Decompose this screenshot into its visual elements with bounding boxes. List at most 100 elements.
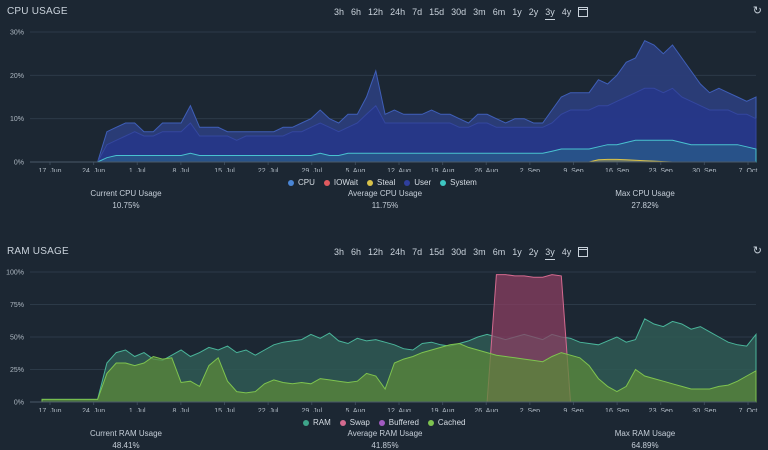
cpu-range-12h[interactable]: 12h [368,7,384,17]
legend-dot-cached [427,419,434,426]
ram-range-12h[interactable]: 12h [368,247,384,257]
cpu-y-tick-label: 10% [10,116,24,123]
cpu-range-3y[interactable]: 3y [545,6,555,20]
ram-x-tick-label: 16. Sep [605,408,629,412]
cpu-x-tick-label: 22. Jul [258,168,279,172]
cpu-x-tick-label: 2. Sep [520,168,540,172]
legend-item-user[interactable]: User [404,178,431,187]
cpu-range-selector: 3h 6h 12h 24h 7d 15d 30d 3m 6m 1y 2y 3y … [334,6,589,20]
cpu-stat-average: Average CPU Usage 11.75% [325,189,445,210]
ram-stat-average: Average RAM Usage 41.85% [325,429,445,450]
ram-x-tick-label: 15. Jul [214,408,235,412]
cpu-x-tick-label: 17. Jun [39,168,62,172]
legend-item-steal[interactable]: Steal [367,178,395,187]
ram-stat-max-label: Max RAM Usage [614,429,676,438]
cpu-x-tick-label: 29. Jul [301,168,322,172]
ram-legend: RAM Swap Buffered Cached [303,418,474,427]
cpu-stat-current-label: Current CPU Usage [90,189,162,198]
cpu-x-tick-label: 9. Sep [563,168,583,172]
ram-chart: 0% 25% 50% 75% 100% 17. Jun 24. Jun 1. Jul 8. Ju… [6,270,758,413]
cpu-y-tick-label: 0% [14,160,24,167]
ram-range-30d[interactable]: 30d [451,247,467,257]
refresh-icon[interactable]: ↻ [752,245,762,257]
cpu-range-2y[interactable]: 2y [528,7,539,17]
cpu-range-6m[interactable]: 6m [492,7,506,17]
legend-label-cached: Cached [437,418,466,427]
cpu-y-tick-label: 20% [10,73,24,80]
calendar-icon[interactable] [578,247,589,257]
cpu-range-30d[interactable]: 30d [451,7,467,17]
ram-range-3m[interactable]: 3m [473,247,486,257]
cpu-stat-max: Max CPU Usage 27.82% [585,189,705,210]
cpu-x-tick-label: 12. Aug [387,168,411,172]
ram-range-15d[interactable]: 15d [429,247,445,257]
ram-range-1y[interactable]: 1y [512,247,522,257]
legend-dot-buffered [378,419,385,426]
ram-range-7d[interactable]: 7d [412,247,423,257]
legend-item-swap[interactable]: Swap [339,418,370,427]
ram-stat-max: Max RAM Usage 64.89% [585,429,705,450]
legend-dot-system [440,179,447,186]
legend-item-cpu[interactable]: CPU [288,178,315,187]
ram-x-tick-label: 24. Jun [82,408,105,412]
legend-dot-iowait [323,179,330,186]
legend-item-buffered[interactable]: Buffered [378,418,419,427]
cpu-panel-title: CPU USAGE [7,6,68,17]
cpu-range-3h[interactable]: 3h [334,7,345,17]
calendar-icon[interactable] [578,7,589,17]
cpu-range-7d[interactable]: 7d [412,7,423,17]
ram-stat-current: Current RAM Usage 48.41% [66,429,186,450]
ram-x-tick-label: 2. Sep [520,408,540,412]
ram-x-tick-label: 26. Aug [474,408,498,412]
cpu-range-4y[interactable]: 4y [561,7,572,17]
ram-y-tick-label: 0% [14,400,24,407]
legend-dot-steal [367,179,374,186]
legend-item-cached[interactable]: Cached [427,418,466,427]
cpu-range-3m[interactable]: 3m [473,7,486,17]
legend-item-iowait[interactable]: IOWait [323,178,358,187]
ram-range-24h[interactable]: 24h [390,247,406,257]
cpu-range-24h[interactable]: 24h [390,7,406,17]
cpu-x-tick-label: 7. Oct [739,168,758,172]
ram-x-tick-label: 5. Aug [345,408,365,412]
legend-dot-swap [339,419,346,426]
ram-range-3y[interactable]: 3y [545,246,555,260]
cpu-x-tick-label: 16. Sep [605,168,629,172]
legend-label-ram: RAM [313,418,331,427]
ram-range-selector: 3h 6h 12h 24h 7d 15d 30d 3m 6m 1y 2y 3y … [334,246,589,260]
ram-y-tick-label: 25% [10,367,24,374]
ram-range-6h[interactable]: 6h [351,247,362,257]
legend-label-buffered: Buffered [388,418,419,427]
ram-x-tick-label: 23. Sep [649,408,673,412]
cpu-y-tick-label: 30% [10,30,24,37]
ram-x-tick-label: 30. Sep [692,408,716,412]
cpu-x-tick-label: 24. Jun [82,168,105,172]
cpu-x-tick-label: 8. Jul [173,168,190,172]
legend-label-cpu: CPU [298,178,315,187]
refresh-icon[interactable]: ↻ [752,5,762,17]
cpu-x-tick-label: 19. Aug [431,168,455,172]
ram-x-tick-label: 7. Oct [739,408,758,412]
ram-range-4y[interactable]: 4y [561,247,572,257]
legend-item-ram[interactable]: RAM [303,418,331,427]
ram-range-3h[interactable]: 3h [334,247,345,257]
ram-series-cached [41,342,757,403]
legend-label-steal: Steal [377,178,396,187]
cpu-x-tick-label: 30. Sep [692,168,716,172]
ram-panel-title: RAM USAGE [7,246,69,257]
cpu-stat-current: Current CPU Usage 10.75% [66,189,186,210]
ram-range-6m[interactable]: 6m [492,247,506,257]
ram-x-tick-label: 29. Jul [301,408,322,412]
cpu-x-tick-label: 15. Jul [214,168,235,172]
legend-label-user: User [414,178,432,187]
ram-stat-current-label: Current RAM Usage [89,429,163,438]
cpu-stat-current-value: 10.75% [112,201,140,210]
cpu-x-tick-label: 5. Aug [345,168,365,172]
cpu-x-tick-label: 1. Jul [129,168,146,172]
cpu-range-6h[interactable]: 6h [351,7,362,17]
ram-x-tick-label: 12. Aug [387,408,411,412]
cpu-range-15d[interactable]: 15d [429,7,445,17]
legend-item-system[interactable]: System [440,178,477,187]
ram-range-2y[interactable]: 2y [528,247,539,257]
cpu-range-1y[interactable]: 1y [512,7,522,17]
